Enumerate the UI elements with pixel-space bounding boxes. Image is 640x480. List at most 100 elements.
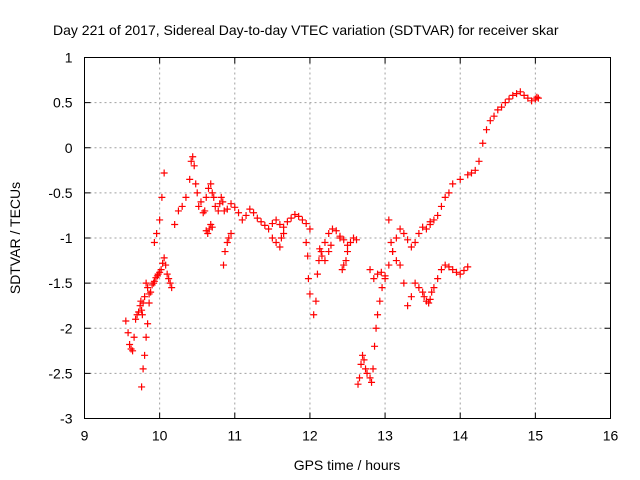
x-tick-label: 16 [603, 428, 619, 444]
data-point [214, 207, 222, 215]
data-point [353, 236, 361, 244]
data-point [342, 257, 350, 265]
data-point [356, 374, 364, 382]
data-point [498, 103, 506, 111]
data-point [524, 94, 532, 102]
data-point [528, 97, 536, 105]
data-point [276, 220, 284, 228]
data-point [310, 311, 318, 319]
data-point [347, 239, 355, 247]
data-point [419, 288, 427, 296]
data-point [460, 266, 468, 274]
data-point [160, 254, 168, 262]
data-point [434, 275, 442, 283]
data-point [138, 311, 146, 319]
data-point [321, 239, 329, 247]
data-point [126, 340, 134, 348]
data-point [385, 216, 393, 224]
data-point [437, 266, 445, 274]
data-point [201, 207, 209, 215]
data-point [371, 342, 379, 350]
x-tick-label: 13 [377, 428, 393, 444]
data-point [257, 218, 265, 226]
data-point [238, 216, 246, 224]
data-point [415, 229, 423, 237]
data-point [456, 175, 464, 183]
data-point [376, 297, 384, 305]
data-point [122, 317, 130, 325]
data-point [407, 243, 415, 251]
data-point [338, 266, 346, 274]
data-point [280, 229, 288, 237]
data-point [501, 99, 509, 107]
data-point [516, 88, 524, 96]
data-point [325, 229, 333, 237]
data-point [449, 266, 457, 274]
data-point [250, 209, 258, 217]
grid-lines [84, 57, 611, 419]
chart-title: Day 221 of 2017, Sidereal Day-to-day VTE… [53, 22, 559, 38]
data-point [467, 169, 475, 177]
data-point [302, 220, 310, 228]
data-point [208, 189, 216, 197]
x-tick-labels: 9 10 11 12 13 14 15 16 [81, 428, 619, 444]
data-point [321, 257, 329, 265]
y-tick-label: -0.5 [48, 185, 72, 201]
data-point [306, 290, 314, 298]
y-axis-label: SDTVAR / TECUs [7, 182, 23, 294]
data-point [420, 293, 428, 301]
data-point [197, 198, 205, 206]
data-point [411, 239, 419, 247]
data-point [419, 223, 427, 231]
data-point [304, 275, 312, 283]
data-point [139, 299, 147, 307]
data-point [187, 157, 195, 165]
data-point [327, 241, 335, 249]
data-point [162, 261, 170, 269]
y-tick-labels: 1 0.5 0 -0.5 -1 -1.5 -2 -2.5 -3 [48, 50, 72, 427]
data-point [336, 234, 344, 242]
data-point [276, 243, 284, 251]
data-point [374, 270, 382, 278]
data-point [428, 288, 436, 296]
data-point [246, 205, 254, 213]
data-point [377, 268, 385, 276]
data-point [171, 220, 179, 228]
data-point [190, 162, 198, 170]
data-point [368, 378, 376, 386]
data-point [141, 293, 149, 301]
data-point [156, 216, 164, 224]
data-point [158, 193, 166, 201]
data-point [332, 227, 340, 235]
data-point [287, 214, 295, 222]
x-tick-label: 15 [528, 428, 544, 444]
data-markers [122, 88, 542, 391]
data-point [422, 225, 430, 233]
data-point [534, 94, 542, 102]
data-point [202, 193, 210, 201]
data-point [369, 365, 377, 373]
data-point [225, 234, 233, 242]
tick-marks [84, 57, 611, 419]
data-point [445, 263, 453, 271]
data-point [227, 200, 235, 208]
data-point [142, 279, 150, 287]
x-tick-label: 14 [452, 428, 468, 444]
data-point [298, 216, 306, 224]
data-point [434, 211, 442, 219]
data-point [449, 180, 457, 188]
data-point [204, 184, 212, 192]
y-tick-label: -3 [60, 411, 73, 427]
y-tick-label: -2 [60, 320, 73, 336]
y-tick-label: 0 [65, 140, 73, 156]
data-point [221, 248, 229, 256]
data-point [360, 356, 368, 364]
x-tick-label: 12 [302, 428, 318, 444]
y-tick-label: -1 [60, 230, 73, 246]
data-point [227, 229, 235, 237]
data-point [268, 234, 276, 242]
data-point [392, 257, 400, 265]
data-point [404, 302, 412, 310]
